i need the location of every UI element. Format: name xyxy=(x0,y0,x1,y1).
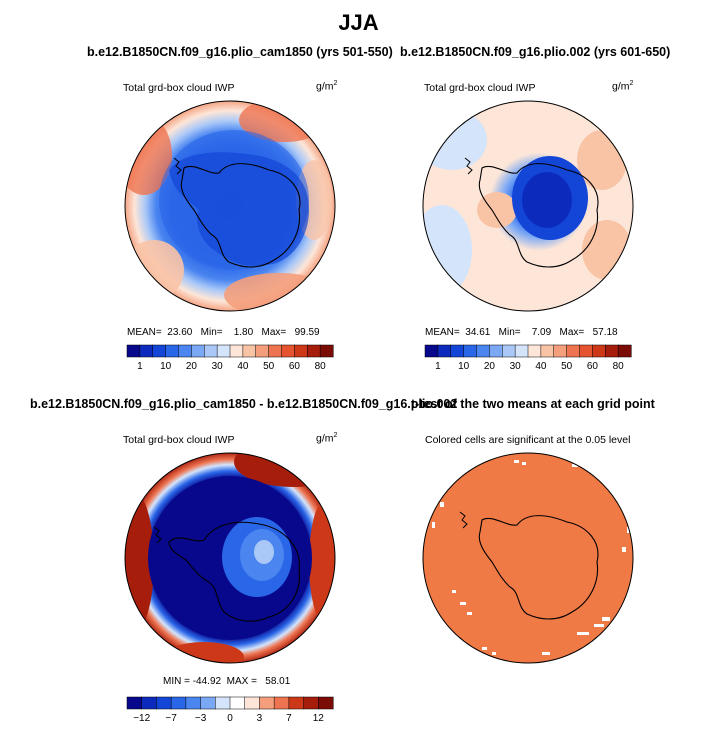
map-top-right xyxy=(422,100,634,312)
units-bottom-left: g/m2 xyxy=(316,432,338,445)
colorbar-box xyxy=(579,344,593,358)
colorbar-box xyxy=(450,344,465,358)
colorbar-box xyxy=(259,696,275,710)
colorbar-tick-label: 50 xyxy=(561,361,573,372)
colorbar-box xyxy=(437,344,452,358)
colorbar-box xyxy=(424,344,439,358)
colorbar-box xyxy=(178,344,192,358)
colorbar-tick-label: 0 xyxy=(227,713,233,724)
map-top-left xyxy=(124,100,336,312)
colorbar-box xyxy=(566,344,581,358)
colorbar-tick-label: 10 xyxy=(458,361,470,372)
colorbar-box xyxy=(156,696,172,710)
colorbar-box xyxy=(229,344,244,358)
colorbar-box xyxy=(255,344,270,358)
colorbar-box xyxy=(288,696,305,710)
colorbar-box xyxy=(216,344,231,358)
colorbar-tick-label: 30 xyxy=(510,361,522,372)
colorbar-tick-label: 60 xyxy=(587,361,599,372)
colorbar-tick-label: 60 xyxy=(289,361,301,372)
colorbar-box xyxy=(617,344,632,358)
stats-bottom-left: MIN = -44.92 MAX = 58.01 xyxy=(163,676,291,687)
colorbar-box xyxy=(605,344,619,358)
colorbar-box xyxy=(229,696,246,710)
colorbar-tick-label: 50 xyxy=(263,361,275,372)
variable-label-top-left: Total grd-box cloud IWP xyxy=(123,82,235,94)
colorbar-tick-label: 20 xyxy=(186,361,198,372)
colorbar-tick-label: 12 xyxy=(313,713,325,724)
colorbar-box xyxy=(502,344,516,358)
colorbar-box xyxy=(319,344,334,358)
colorbar-box xyxy=(294,344,308,358)
colorbar-labels-top-right: 1 10 20 30 40 50 60 80 xyxy=(435,361,624,372)
variable-label-bottom-right: Colored cells are significant at the 0.0… xyxy=(425,434,631,446)
colorbar-tick-label: 10 xyxy=(160,361,172,372)
colorbar-box xyxy=(215,696,231,710)
colorbar-tick-label: 3 xyxy=(257,713,263,724)
colorbar-box xyxy=(191,344,205,358)
colorbar-box xyxy=(185,696,202,710)
colorbar-tick-label: 20 xyxy=(484,361,496,372)
map-bottom-left xyxy=(124,452,336,664)
colorbar-box xyxy=(318,696,334,710)
colorbar-labels-top-left: 1 10 20 30 40 50 60 80 xyxy=(137,361,326,372)
colorbar-boxes-top-right xyxy=(424,344,632,358)
colorbar-box xyxy=(170,696,187,710)
colorbar-box xyxy=(242,344,257,358)
colorbar-tick-label: −3 xyxy=(195,713,207,724)
units-top-right: g/m2 xyxy=(612,80,634,93)
colorbar-tick-label: −12 xyxy=(133,713,150,724)
colorbar-box xyxy=(244,696,260,710)
colorbar-boxes-top-left xyxy=(126,344,334,358)
colorbar-box xyxy=(514,344,529,358)
variable-label-bottom-left: Total grd-box cloud IWP xyxy=(123,434,235,446)
colorbar-tick-label: 1 xyxy=(137,361,143,372)
colorbar-tick-label: 80 xyxy=(613,361,625,372)
colorbar-box xyxy=(592,344,606,358)
colorbar-box xyxy=(126,344,141,358)
colorbar-box xyxy=(141,696,157,710)
colorbar-box xyxy=(268,344,283,358)
colorbar-tick-label: 30 xyxy=(212,361,224,372)
colorbar-labels-bottom-left: −12 −7 −3 0 3 7 12 xyxy=(133,713,324,724)
stats-top-right: MEAN= 34.61 Min= 7.09 Max= 57.18 xyxy=(425,327,618,338)
colorbar-top-left: 1 10 20 30 40 50 60 80 xyxy=(126,344,334,372)
colorbar-box xyxy=(152,344,167,358)
colorbar-box xyxy=(165,344,180,358)
colorbar-box xyxy=(553,344,568,358)
colorbar-box xyxy=(476,344,490,358)
colorbar-box xyxy=(200,696,216,710)
colorbar-box xyxy=(139,344,154,358)
stats-top-left: MEAN= 23.60 Min= 1.80 Max= 99.59 xyxy=(127,327,320,338)
colorbar-tick-label: 40 xyxy=(237,361,249,372)
colorbar-box xyxy=(204,344,218,358)
colorbar-box xyxy=(273,696,290,710)
colorbar-bottom-left: −12 −7 −3 0 3 7 12 xyxy=(126,696,334,724)
figure-title: JJA xyxy=(338,10,379,35)
colorbar-tick-label: 1 xyxy=(435,361,441,372)
variable-label-top-right: Total grd-box cloud IWP xyxy=(424,82,536,94)
colorbar-box xyxy=(126,696,143,710)
colorbar-tick-label: 7 xyxy=(286,713,292,724)
colorbar-boxes-bottom-left xyxy=(126,696,334,710)
colorbar-tick-label: −7 xyxy=(165,713,177,724)
map-bottom-right xyxy=(422,452,634,664)
colorbar-box xyxy=(540,344,555,358)
colorbar-box xyxy=(527,344,542,358)
colorbar-box xyxy=(281,344,295,358)
colorbar-box xyxy=(489,344,503,358)
colorbar-tick-label: 80 xyxy=(315,361,327,372)
panel-title-top-right: b.e12.B1850CN.f09_g16.plio.002 (yrs 601-… xyxy=(400,45,671,59)
colorbar-top-right: 1 10 20 30 40 50 60 80 xyxy=(424,344,632,372)
panel-title-bottom-right: t-test of the two means at each grid poi… xyxy=(411,397,655,411)
units-top-left: g/m2 xyxy=(316,80,338,93)
panel-title-top-left: b.e12.B1850CN.f09_g16.plio_cam1850 (yrs … xyxy=(87,45,393,59)
colorbar-box xyxy=(463,344,478,358)
colorbar-box xyxy=(303,696,319,710)
panel-title-bottom-left: b.e12.B1850CN.f09_g16.plio_cam1850 - b.e… xyxy=(30,397,458,411)
colorbar-tick-label: 40 xyxy=(535,361,547,372)
colorbar-box xyxy=(307,344,321,358)
